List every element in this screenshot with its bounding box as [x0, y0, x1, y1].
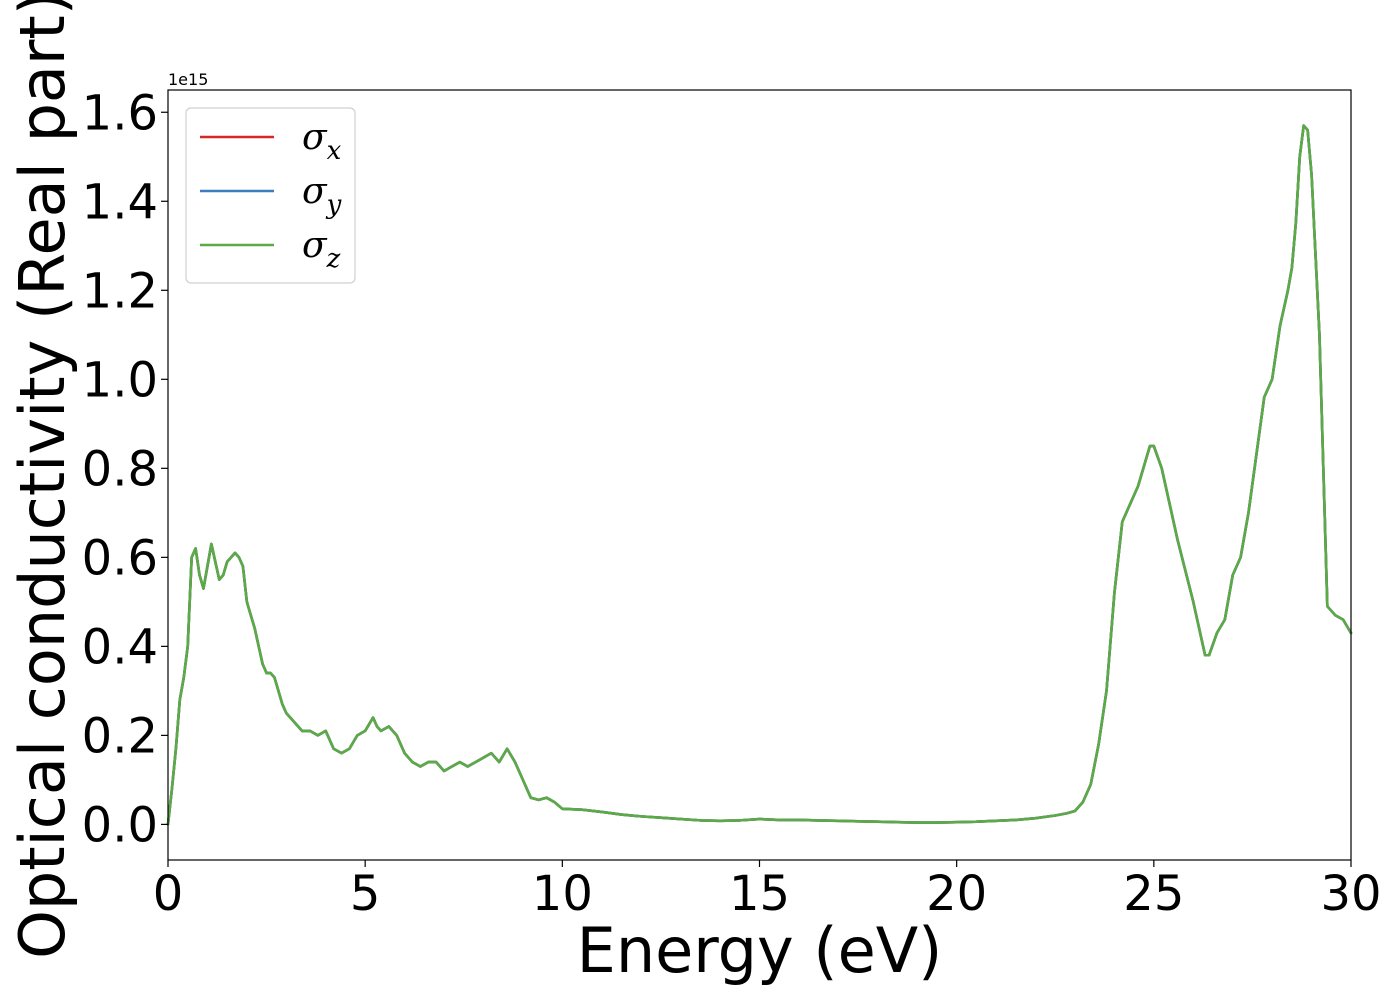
y-tick-label: 0.6	[82, 530, 158, 586]
legend-label-x: σx	[302, 117, 342, 166]
x-tick-label: 5	[350, 866, 381, 922]
legend-subscript: y	[326, 190, 342, 220]
x-tick-label: 10	[532, 866, 593, 922]
x-tick-label: 25	[1123, 866, 1184, 922]
y-axis: 0.0 0.2 0.4 0.6 0.8 1.0 1.2 1.4 1.6	[82, 85, 168, 853]
y-tick-label: 0.0	[82, 797, 158, 853]
legend-label-z: σz	[302, 225, 341, 274]
x-tick-label: 30	[1320, 866, 1381, 922]
x-tick-label: 15	[729, 866, 790, 922]
x-axis: 0 5 10 15 20 25 30	[153, 860, 1382, 922]
legend-subscript: z	[326, 244, 341, 274]
y-tick-label: 0.8	[82, 441, 158, 497]
legend-symbol: σ	[302, 225, 328, 266]
x-tick-label: 20	[926, 866, 987, 922]
y-tick-label: 1.0	[82, 352, 158, 408]
y-offset-label: 1e15	[168, 70, 208, 89]
legend-label-y: σy	[302, 171, 342, 220]
y-tick-label: 0.2	[82, 708, 158, 764]
y-tick-label: 1.6	[82, 85, 158, 141]
legend-box	[185, 107, 356, 284]
x-tick-label: 0	[153, 866, 184, 922]
legend-symbol: σ	[302, 171, 328, 212]
series-layer	[166, 124, 1353, 826]
x-axis-label: Energy (eV)	[577, 914, 943, 987]
legend-symbol: σ	[302, 117, 328, 158]
y-tick-label: 1.4	[82, 174, 158, 230]
legend-subscript: x	[327, 136, 342, 166]
y-tick-label: 1.2	[82, 263, 158, 319]
y-tick-label: 0.4	[82, 619, 158, 675]
series-line-3	[166, 124, 1353, 826]
y-axis-label: Optical conductivity (Real part)	[6, 0, 79, 959]
